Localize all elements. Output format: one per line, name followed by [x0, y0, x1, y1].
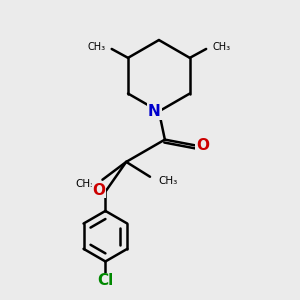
Text: O: O [92, 183, 105, 198]
Text: N: N [148, 104, 161, 119]
Text: Cl: Cl [97, 273, 113, 288]
Text: O: O [196, 138, 209, 153]
Text: CH₃: CH₃ [76, 179, 95, 189]
Text: CH₃: CH₃ [213, 43, 231, 52]
Text: CH₃: CH₃ [158, 176, 178, 186]
Text: CH₃: CH₃ [87, 43, 105, 52]
